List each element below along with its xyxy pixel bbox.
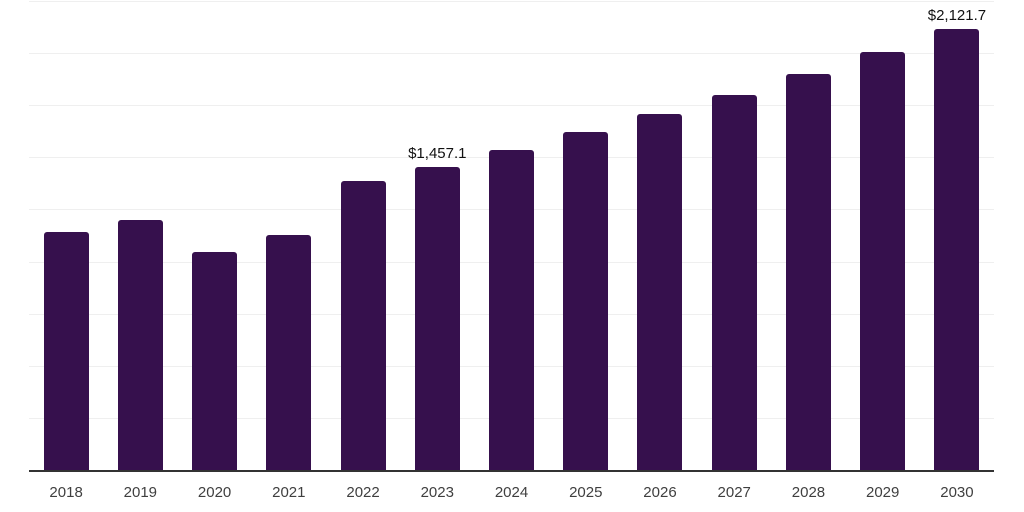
bar-2023 (414, 167, 460, 471)
bar-slot-2025 (549, 0, 623, 471)
bar-2028 (785, 74, 831, 471)
x-axis-label-2021: 2021 (272, 484, 306, 501)
value-label-2023: $1,457.1 (408, 145, 467, 163)
gridline-1750 (29, 105, 994, 107)
bar-slot-2021 (252, 0, 326, 471)
bar-slot-2026 (623, 0, 697, 471)
x-axis-label-2022: 2022 (346, 484, 380, 501)
x-axis-line (29, 470, 994, 472)
bar-2027 (711, 94, 757, 471)
bar-2030 (934, 28, 980, 471)
bar-slot-2028 (771, 0, 845, 471)
bar-slot-2030: $2,121.7 (920, 0, 994, 471)
bar-2025 (563, 132, 609, 471)
bar-2024 (489, 149, 535, 471)
bar-series: $1,457.1 $2,121.7 (29, 0, 994, 471)
bar-2021 (266, 235, 312, 471)
gridline-2000 (29, 53, 994, 55)
x-axis-label-2029: 2029 (866, 484, 900, 501)
gridline-2250 (29, 1, 994, 2)
x-axis-label-2020: 2020 (197, 484, 232, 501)
bar-2018 (43, 231, 89, 471)
bar-slot-2027 (697, 0, 771, 471)
bar-2029 (860, 52, 906, 471)
bar-slot-2019 (103, 0, 177, 471)
x-axis-label-2023: 2023 (420, 484, 454, 501)
bar-slot-2020 (177, 0, 251, 471)
x-axis-label-2018: 2018 (49, 484, 83, 501)
bar-2026 (637, 114, 683, 471)
bar-2020 (192, 251, 238, 471)
x-axis-label-2028: 2028 (791, 484, 826, 501)
x-axis-label-2026: 2026 (643, 484, 677, 501)
bar-slot-2024 (474, 0, 548, 471)
bar-2022 (340, 181, 386, 471)
bar-slot-2029 (846, 0, 920, 471)
bar-slot-2018 (29, 0, 103, 471)
x-axis-label-2025: 2025 (569, 484, 603, 501)
x-axis-label-2024: 2024 (494, 484, 529, 501)
bar-slot-2022 (326, 0, 400, 471)
bar-2019 (117, 219, 163, 471)
x-axis: 2018 2019 2020 2021 2022 2023 2024 2025 2026 2027… (29, 473, 994, 500)
x-axis-label-2030: 2030 (940, 484, 974, 501)
value-label-2030: $2,121.7 (927, 6, 987, 24)
x-axis-label-2027: 2027 (717, 484, 751, 501)
bar-slot-2023: $1,457.1 (400, 0, 474, 471)
plot-area: $1,457.1 $2,121.7 (29, 0, 994, 472)
x-axis-label-2019: 2019 (123, 484, 158, 501)
